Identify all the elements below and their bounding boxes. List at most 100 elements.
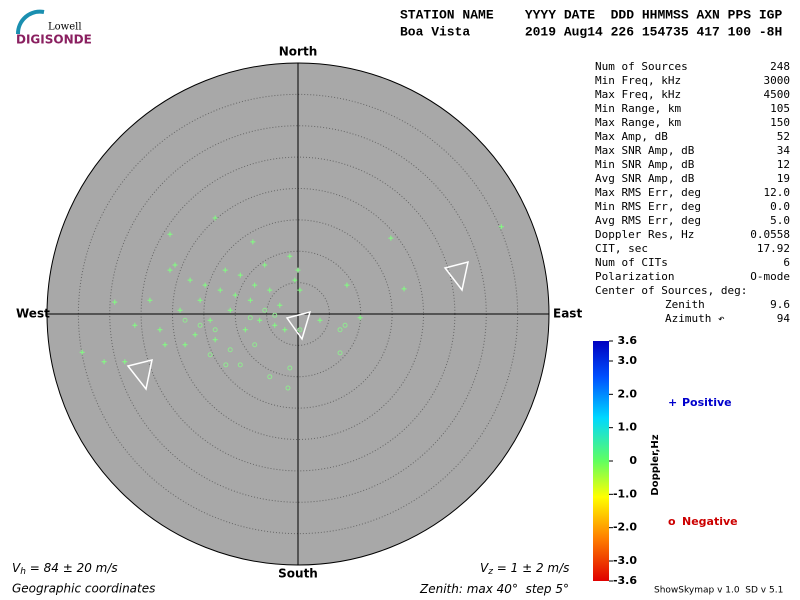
positive-source <box>217 287 223 293</box>
stat-label: Num of CITs <box>595 256 668 269</box>
stat-value: 4500 <box>764 88 791 101</box>
positive-source <box>344 282 350 288</box>
direction-label: North <box>279 45 317 59</box>
colorbar-tick-label: 1.0 <box>618 421 638 434</box>
positive-source <box>122 359 128 365</box>
logo-top: Lowell <box>48 22 82 33</box>
colorbar-tick-label: 2.0 <box>618 387 638 400</box>
stat-value: 34 <box>777 144 791 157</box>
positive-source <box>277 302 283 308</box>
positive-source <box>147 297 153 303</box>
colorbar-tick-label: -3.6 <box>613 574 637 587</box>
stat-value: 105 <box>770 102 790 115</box>
positive-source <box>252 282 258 288</box>
stat-value: 248 <box>770 60 790 73</box>
positive-source <box>222 267 228 273</box>
stat-label: Min Freq, kHz <box>595 74 681 87</box>
legend-symbol: o <box>668 515 676 528</box>
positive-source <box>262 262 268 268</box>
header-line: STATION NAME YYYY DATE DDD HHMMSS AXN PP… <box>400 7 782 22</box>
logo-bottom: DIGISONDE <box>16 33 92 47</box>
legend-label: Positive <box>682 396 732 409</box>
stat-value: 17.92 <box>757 242 790 255</box>
stat-value: 9.6 <box>770 298 790 311</box>
stat-value: 6 <box>783 256 790 269</box>
positive-source <box>282 327 288 333</box>
negative-source <box>262 307 268 313</box>
positive-source <box>202 282 208 288</box>
stat-value: 12.0 <box>764 186 791 199</box>
stat-value: 52 <box>777 130 790 143</box>
stat-value: 94 <box>777 312 791 325</box>
stat-label: Max Amp, dB <box>595 130 668 143</box>
positive-source <box>498 224 504 230</box>
stat-label: Num of Sources <box>595 60 688 73</box>
vz: Vz = 1 ± 2 m/s <box>480 561 569 577</box>
positive-source <box>172 262 178 268</box>
negative-source <box>182 317 188 323</box>
stat-label: Min Range, km <box>595 102 681 115</box>
antenna-marker <box>285 310 312 341</box>
negative-source <box>285 385 291 391</box>
positive-source <box>257 317 263 323</box>
positive-source <box>250 239 256 245</box>
positive-source <box>132 322 138 328</box>
negative-source <box>287 365 293 371</box>
positive-source <box>212 215 218 221</box>
logo-arc <box>15 9 45 35</box>
stat-label: CIT, sec <box>595 242 648 255</box>
positive-source <box>182 342 188 348</box>
positive-source <box>267 287 273 293</box>
colorbar-tick-label: 3.6 <box>618 334 638 347</box>
version: ShowSkymap v 1.0 SD v 5.1 <box>654 586 783 596</box>
direction-label: South <box>278 567 318 581</box>
positive-source <box>247 297 253 303</box>
colorbar <box>593 341 609 581</box>
positive-source <box>401 286 407 292</box>
colorbar-tick-label: 3.0 <box>618 354 638 367</box>
stat-value: 5.0 <box>770 214 790 227</box>
coords: Geographic coordinates <box>12 582 155 596</box>
positive-source <box>388 235 394 241</box>
positive-source <box>157 327 163 333</box>
stat-label: Center of Sources, deg: <box>595 284 747 297</box>
positive-source <box>272 322 278 328</box>
direction-label: East <box>553 307 582 321</box>
positive-source <box>287 253 293 259</box>
header-line: Boa Vista 2019 Aug14 226 154735 417 100 … <box>400 24 782 39</box>
stat-label: Max RMS Err, deg <box>595 186 701 199</box>
stat-label: Avg SNR Amp, dB <box>595 172 695 185</box>
stat-label: Min RMS Err, deg <box>595 200 701 213</box>
vh: Vh = 84 ± 20 m/s <box>12 561 118 577</box>
stat-value: 19 <box>777 172 790 185</box>
positive-source <box>192 332 198 338</box>
negative-source <box>212 327 218 333</box>
negative-source <box>237 362 243 368</box>
negative-source <box>297 327 303 333</box>
stat-label: Max Freq, kHz <box>595 88 681 101</box>
positive-source <box>317 317 323 323</box>
negative-source <box>252 342 258 348</box>
stat-value: 0.0 <box>770 200 790 213</box>
negative-source <box>267 374 273 380</box>
positive-source <box>232 292 238 298</box>
positive-source <box>227 307 233 313</box>
negative-source <box>272 312 278 318</box>
stat-value: 150 <box>770 116 790 129</box>
positive-source <box>295 267 301 273</box>
negative-source <box>207 352 213 358</box>
colorbar-tick-label: -2.0 <box>613 521 637 534</box>
stat-value: 3000 <box>764 74 791 87</box>
stat-label: Azimuth ↶ <box>665 312 725 325</box>
positive-source <box>112 299 118 305</box>
positive-source <box>292 277 298 283</box>
stat-value: 12 <box>777 158 790 171</box>
positive-source <box>237 272 243 278</box>
antenna-marker <box>126 358 153 391</box>
stat-label: Max SNR Amp, dB <box>595 144 695 157</box>
direction-label: West <box>16 307 50 321</box>
positive-source <box>242 327 248 333</box>
negative-source <box>227 347 233 353</box>
negative-source <box>223 362 229 368</box>
